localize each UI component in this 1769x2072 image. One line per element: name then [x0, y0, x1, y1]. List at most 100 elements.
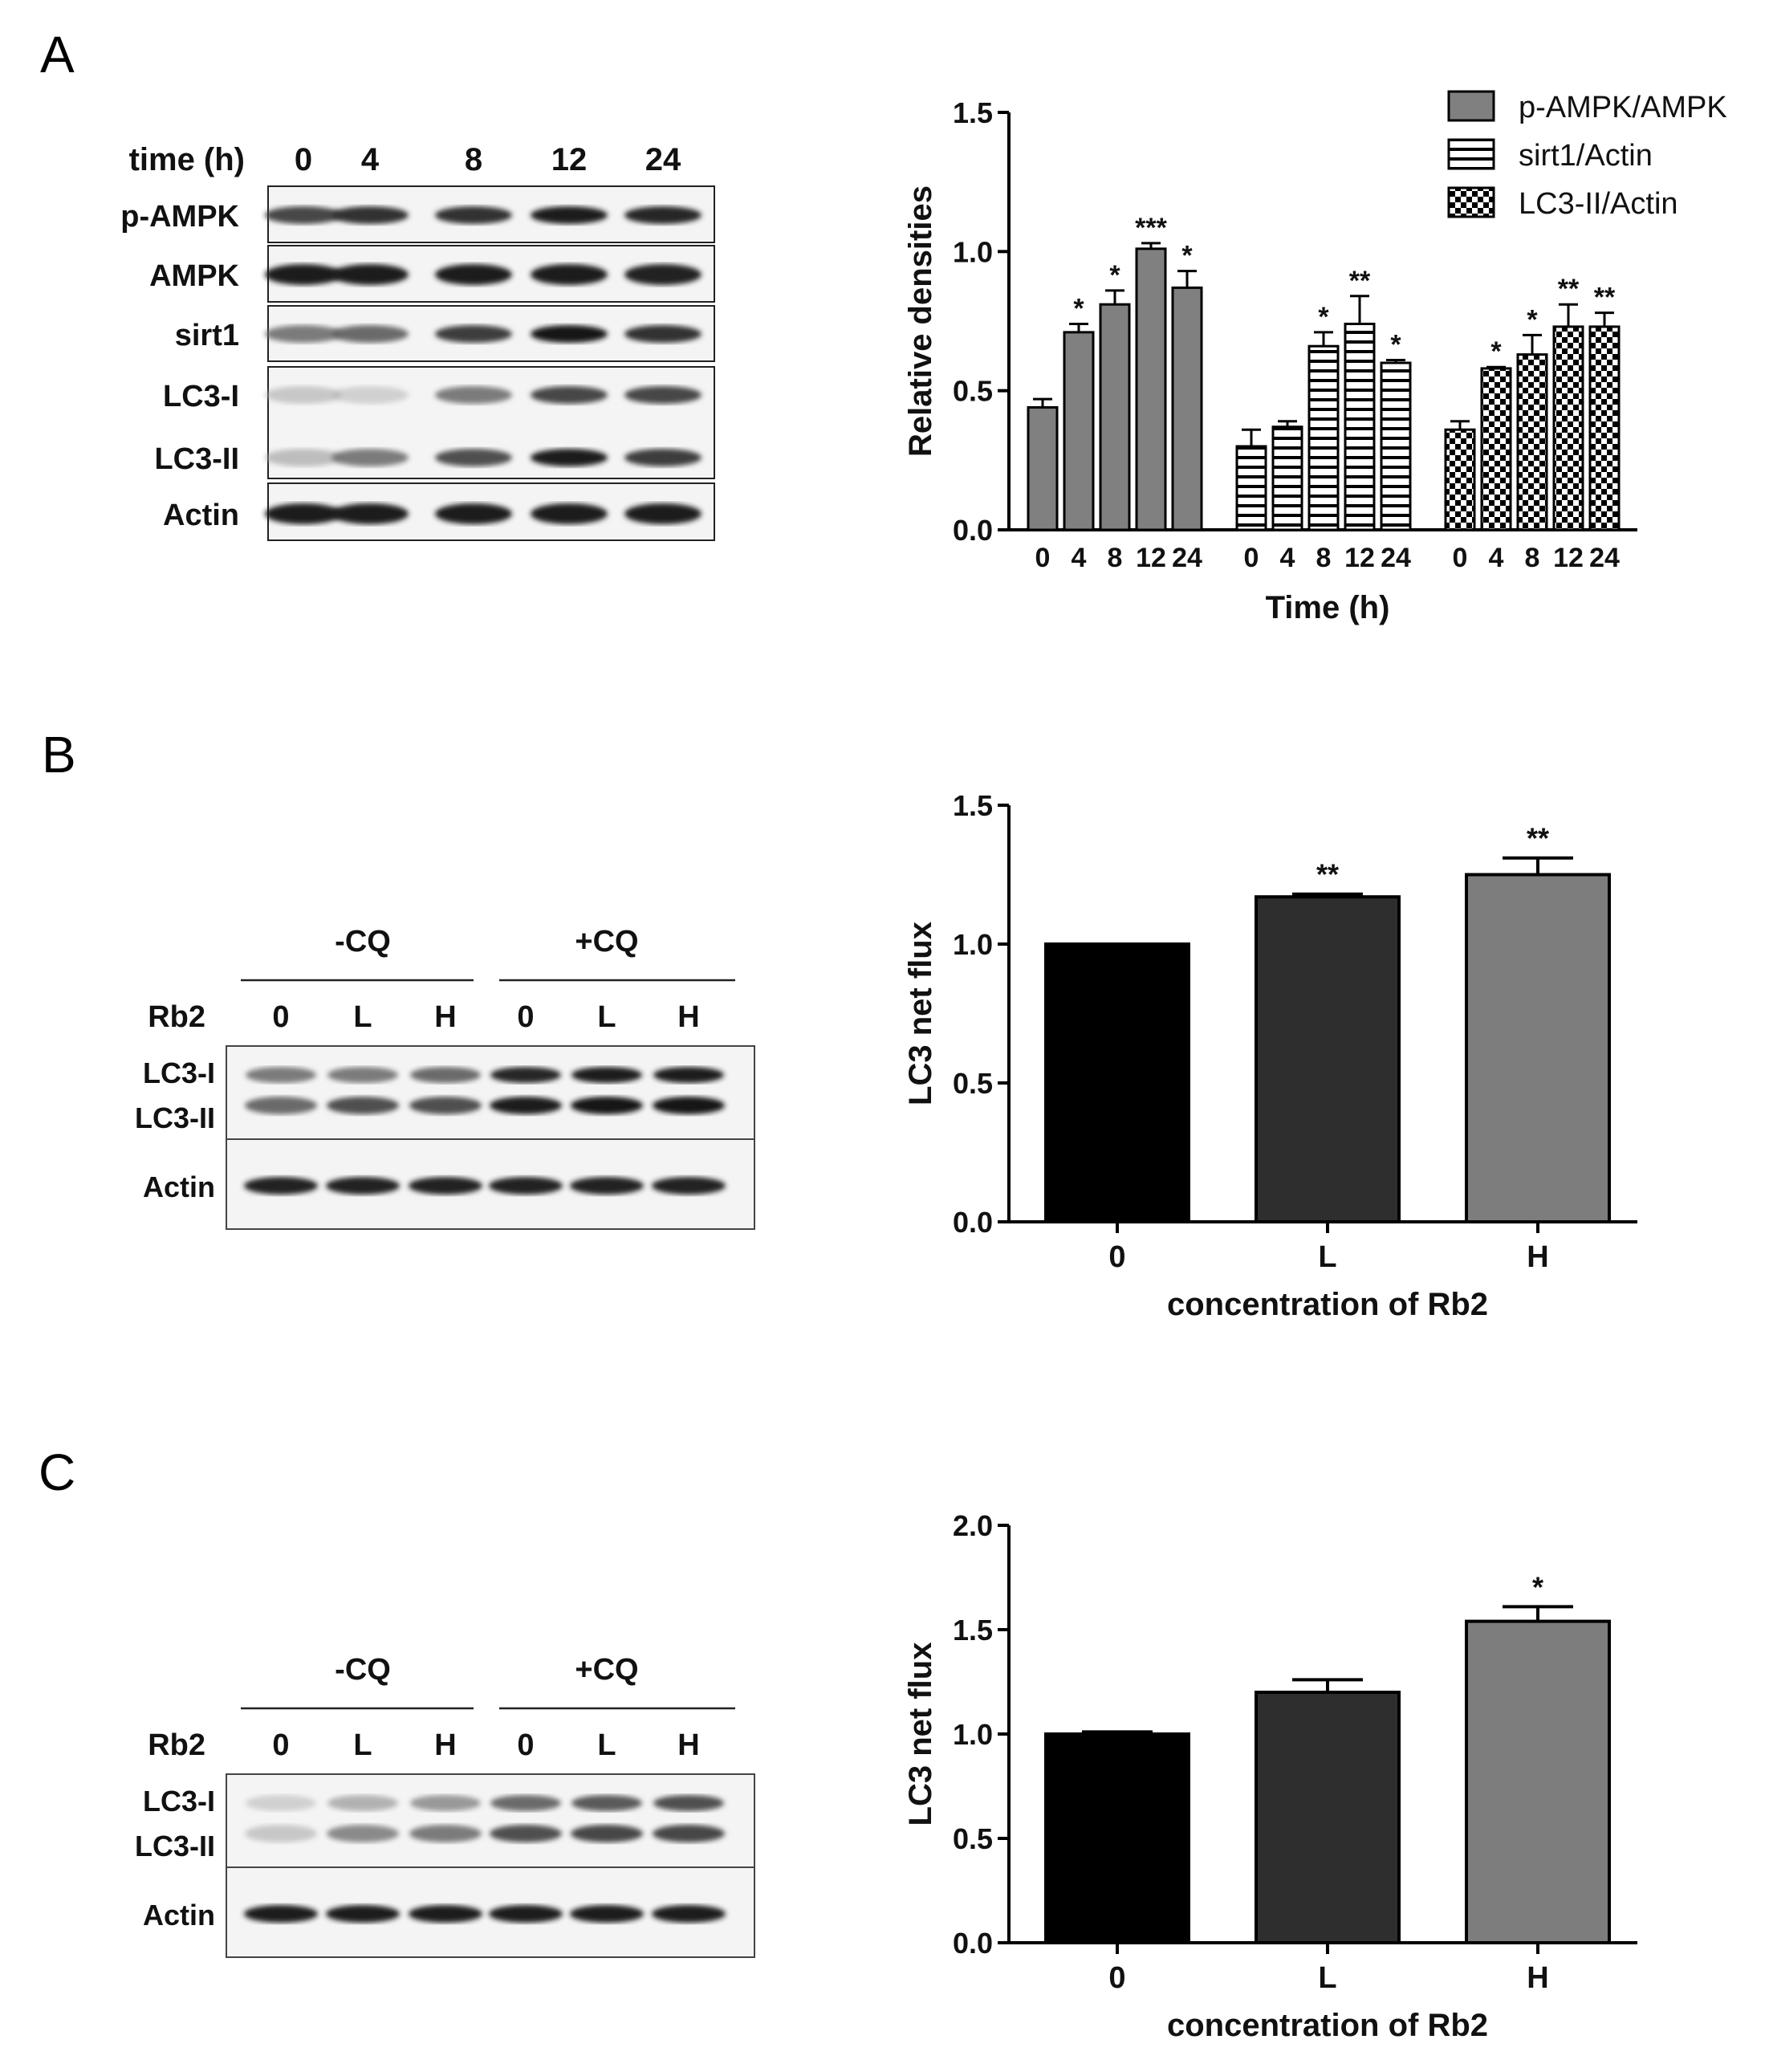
blot-band — [265, 449, 342, 466]
blot-band — [624, 503, 702, 524]
panel-letter-c: C — [39, 1443, 75, 1501]
blot-band — [245, 1825, 317, 1842]
blot-row-label: sirt1 — [175, 319, 239, 352]
blot-lane-label: 0 — [272, 1000, 289, 1034]
bar — [1255, 1691, 1401, 1944]
chart-panel-b: 0.0 0.5 1.0 1.5 LC3 net flux 0 ** L ** Hconcentra… — [903, 789, 1637, 1322]
significance-mark: * — [1181, 241, 1193, 271]
legend-label: p-AMPK/AMPK — [1519, 91, 1727, 124]
blot-band — [571, 1067, 642, 1083]
y-tick-label: 1.0 — [953, 235, 993, 268]
blot-band — [410, 1795, 481, 1811]
y-tick-label: 1.0 — [953, 1718, 993, 1751]
blot-band — [326, 1177, 400, 1195]
x-tick-label: 24 — [1589, 543, 1620, 573]
blot-band — [410, 1067, 481, 1083]
blot-band — [265, 206, 342, 224]
blot-band — [489, 1905, 563, 1923]
blot-band — [570, 1177, 644, 1195]
bar — [1516, 353, 1548, 531]
y-tick-label: 2.0 — [953, 1509, 993, 1542]
bar — [1307, 344, 1340, 531]
x-tick-label: 0 — [1453, 543, 1468, 573]
x-axis-label: Time (h) — [1266, 590, 1390, 625]
bar — [1171, 286, 1203, 531]
bar — [1465, 1619, 1611, 1944]
blot-band — [653, 1825, 725, 1842]
significance-mark: * — [1490, 336, 1502, 367]
blot-lane-label: L — [353, 1000, 372, 1034]
y-tick-label: 1.5 — [953, 96, 993, 129]
blot-frame — [226, 1773, 755, 1868]
blot-band — [624, 206, 702, 224]
blot-row-label: Rb2 — [148, 1728, 205, 1762]
y-tick-label: 0.5 — [953, 1067, 993, 1100]
blot-band — [331, 386, 409, 404]
x-tick-label: L — [1318, 1961, 1336, 1995]
x-tick-label: 0 — [1108, 1961, 1125, 1995]
blot-band — [571, 1825, 643, 1842]
blot-band — [531, 264, 608, 285]
blot-band — [331, 206, 409, 224]
x-tick-label: 24 — [1381, 543, 1411, 573]
significance-mark: ** — [1349, 266, 1371, 296]
significance-mark: * — [1532, 1570, 1543, 1603]
y-tick-label: 0.5 — [953, 1822, 993, 1855]
blot-band — [571, 1097, 643, 1114]
x-tick-label: 8 — [1525, 543, 1540, 573]
significance-mark: * — [1318, 302, 1329, 332]
blot-band — [653, 1097, 725, 1114]
x-tick-label: 12 — [1136, 543, 1166, 573]
blot-band — [327, 1795, 398, 1811]
blot-band — [409, 1097, 482, 1114]
y-tick-label: 0.5 — [953, 375, 993, 408]
blot-band — [331, 264, 409, 285]
blot-band — [490, 1795, 561, 1811]
legend-swatch — [1447, 138, 1495, 170]
blot-band — [435, 449, 512, 466]
blot-lane-label: L — [597, 1000, 616, 1034]
y-axis-label: LC3 net flux — [903, 1643, 938, 1826]
y-axis-label: Relative densities — [903, 185, 938, 457]
blot-row-label: AMPK — [149, 259, 239, 293]
x-tick-label: 12 — [1344, 543, 1375, 573]
blot-lane-label: 24 — [645, 142, 681, 177]
bar — [1380, 361, 1412, 531]
x-tick-label: 4 — [1280, 543, 1295, 573]
blot-row-label: LC3-I — [143, 1056, 215, 1089]
x-tick-label: 0 — [1108, 1240, 1125, 1274]
blot-band — [244, 1905, 318, 1923]
blot-band — [327, 1825, 399, 1842]
blot-lane-label: 0 — [517, 1728, 534, 1762]
blot-band — [490, 1097, 562, 1114]
blot-group-label: +CQ — [575, 1653, 638, 1687]
blot-band — [435, 264, 512, 285]
blot-band — [435, 503, 512, 524]
blot-band — [489, 1177, 563, 1195]
blot-band — [409, 1177, 482, 1195]
blot-panel-b: -CQ +CQ Rb2 0 L H 0 L H LC3-I LC3-II Actin — [135, 925, 755, 1230]
blot-lane-label: L — [353, 1728, 372, 1762]
panel-letter-b: B — [42, 726, 76, 784]
bar — [1588, 325, 1621, 531]
significance-mark: * — [1073, 293, 1084, 324]
blot-band — [652, 1905, 726, 1923]
blot-row-label: Actin — [143, 1170, 215, 1203]
blot-row-label: LC3-I — [143, 1785, 215, 1818]
x-axis-label: concentration of Rb2 — [1167, 1287, 1488, 1322]
blot-band — [490, 1067, 561, 1083]
blot-band — [490, 1825, 562, 1842]
blot-band — [435, 325, 512, 343]
y-tick-label: 1.5 — [953, 789, 993, 822]
x-tick-label: L — [1318, 1240, 1336, 1274]
blot-band — [570, 1905, 644, 1923]
blot-band — [331, 503, 409, 524]
bar — [1344, 322, 1376, 531]
blot-band — [531, 503, 608, 524]
blot-band — [531, 206, 608, 224]
blot-band — [265, 386, 342, 404]
blot-band — [327, 1067, 398, 1083]
blot-lane-label: 0 — [272, 1728, 289, 1762]
